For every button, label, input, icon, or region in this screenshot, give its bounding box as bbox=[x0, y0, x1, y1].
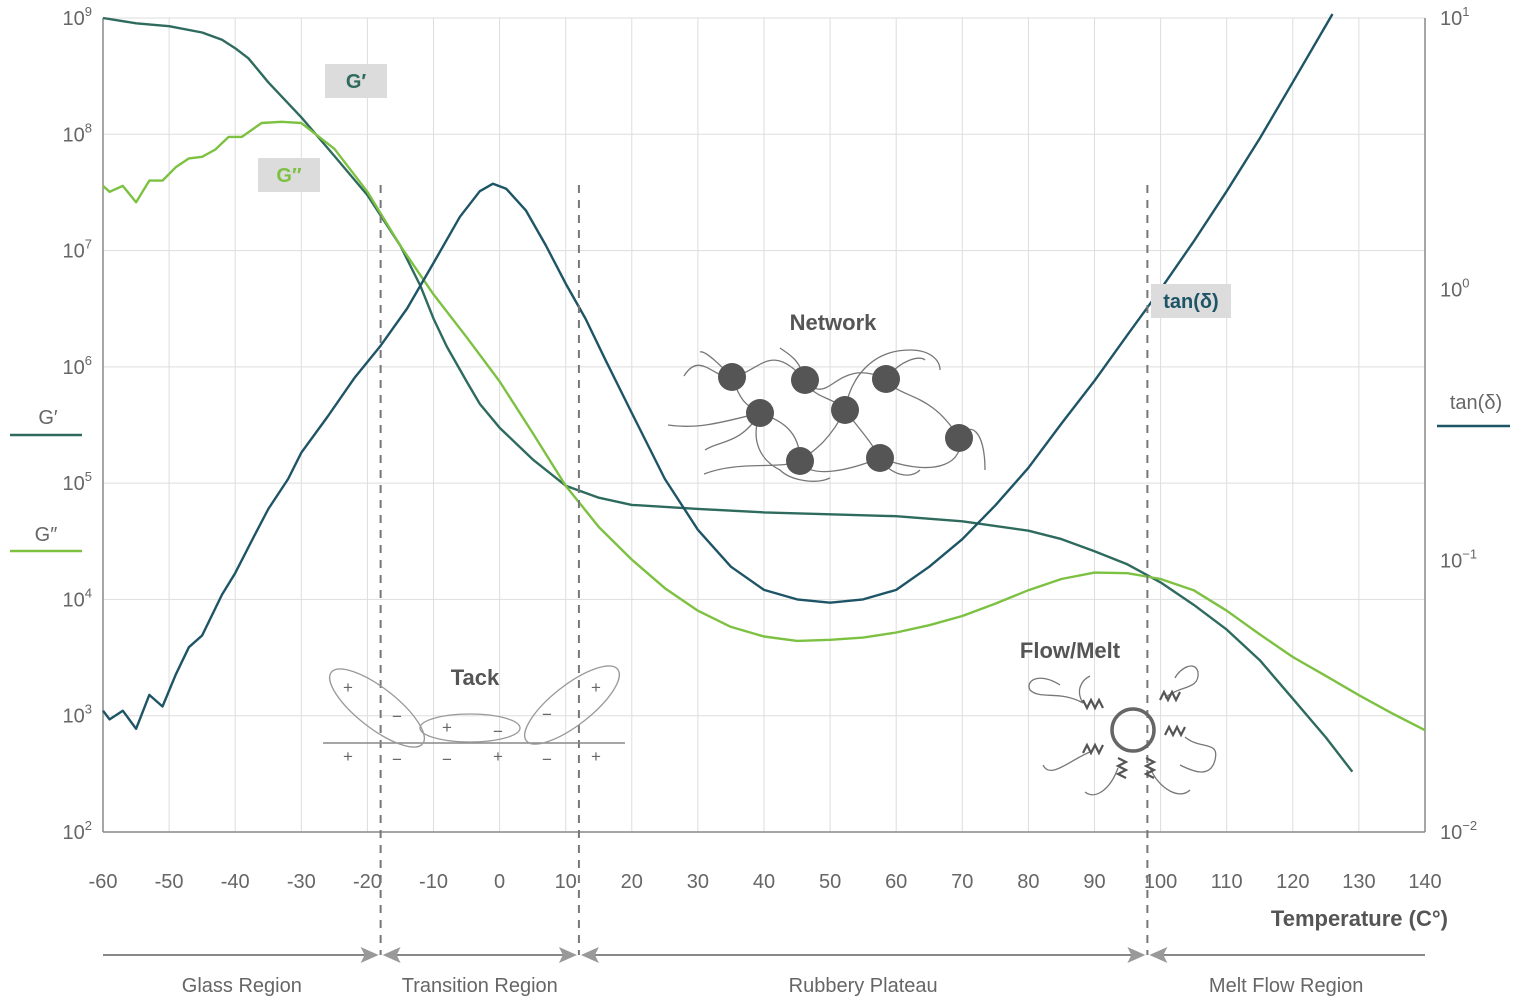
tack-molecule bbox=[419, 713, 521, 743]
region-arrow-left bbox=[1149, 947, 1168, 963]
curve-label-box bbox=[1151, 284, 1231, 318]
x-tick-label: 10 bbox=[555, 871, 577, 893]
x-tick-label: -30 bbox=[287, 871, 316, 893]
series-line bbox=[102, 120, 1426, 732]
flow-center bbox=[1110, 707, 1156, 753]
x-axis-label: Temperature (C°) bbox=[1271, 906, 1448, 931]
region-label: Melt Flow Region bbox=[1209, 975, 1364, 997]
curve-label: G′ bbox=[346, 71, 367, 93]
axes bbox=[102, 18, 1426, 833]
x-tick-label: 100 bbox=[1144, 871, 1177, 893]
tack-sign: − bbox=[442, 750, 452, 769]
tack-sign: + bbox=[343, 678, 353, 697]
right-y-tick-label: 10−1 bbox=[1440, 547, 1477, 573]
tack-sign: − bbox=[542, 705, 552, 724]
x-tick-label: -60 bbox=[89, 871, 118, 893]
series-lines bbox=[102, 13, 1426, 773]
tack-molecule bbox=[329, 668, 425, 748]
region-arrow-right bbox=[1127, 947, 1146, 963]
left-y-tick-label: 103 bbox=[63, 702, 92, 728]
x-tick-label: 140 bbox=[1408, 871, 1441, 893]
x-tick-label: -20 bbox=[353, 871, 382, 893]
legend: G′ G″ tan(δ) bbox=[10, 392, 1510, 553]
network-title: Network bbox=[790, 310, 878, 335]
x-tick-label: 40 bbox=[753, 871, 775, 893]
x-tick-label: 60 bbox=[885, 871, 907, 893]
tack-sign: − bbox=[392, 750, 402, 769]
flow-springs bbox=[1082, 689, 1186, 779]
tack-sign: + bbox=[591, 747, 601, 766]
left-y-tick-label: 104 bbox=[63, 585, 92, 611]
region-arrow-left bbox=[382, 947, 401, 963]
x-tick-label: 30 bbox=[687, 871, 709, 893]
x-tick-labels: -60 -50 -40 -30 -20 -10 0 10 20 30 40 50 60 70 80 90 100… bbox=[89, 871, 1442, 893]
tack-sign: + bbox=[493, 747, 503, 766]
left-y-tick-labels: 102 103 104 105 106 107 108 109 bbox=[63, 4, 92, 844]
tack-sign: + bbox=[343, 747, 353, 766]
left-y-tick-label: 105 bbox=[63, 469, 92, 495]
right-y-tick-labels: 101 100 10−1 10−2 bbox=[1440, 4, 1477, 844]
tack-sign: + bbox=[591, 678, 601, 697]
x-tick-label: 80 bbox=[1017, 871, 1039, 893]
region-arrow-left bbox=[580, 947, 599, 963]
x-tick-label: 0 bbox=[494, 871, 505, 893]
x-tick-label: -40 bbox=[221, 871, 250, 893]
tack-molecule bbox=[524, 665, 620, 745]
x-tick-label: 20 bbox=[621, 871, 643, 893]
right-y-tick-label: 101 bbox=[1440, 4, 1469, 30]
flow-illustration: Flow/Melt bbox=[1020, 638, 1217, 796]
left-y-tick-label: 108 bbox=[63, 120, 92, 146]
flow-title: Flow/Melt bbox=[1020, 638, 1121, 663]
tack-title: Tack bbox=[451, 665, 500, 690]
x-tick-label: 110 bbox=[1211, 871, 1243, 893]
tack-sign: − bbox=[392, 707, 402, 726]
region-arrow-right bbox=[360, 947, 379, 963]
region-arrow-right bbox=[558, 947, 577, 963]
right-y-tick-label: 100 bbox=[1440, 275, 1469, 301]
curve-label: tan(δ) bbox=[1163, 291, 1218, 313]
curve-label-box bbox=[258, 158, 320, 192]
network-chains bbox=[667, 347, 986, 482]
x-tick-label: 130 bbox=[1342, 871, 1375, 893]
legend-label: G″ bbox=[35, 524, 58, 546]
curve-label: G″ bbox=[276, 165, 302, 187]
x-tick-label: 50 bbox=[819, 871, 841, 893]
legend-label: tan(δ) bbox=[1450, 392, 1502, 414]
region-label: Glass Region bbox=[182, 975, 302, 997]
series-line bbox=[102, 13, 1334, 730]
left-y-tick-label: 106 bbox=[63, 353, 92, 379]
curve-labels: G′ G″ tan(δ) bbox=[258, 64, 1231, 318]
flow-chains bbox=[1028, 665, 1217, 796]
x-tick-label: 90 bbox=[1083, 871, 1105, 893]
x-tick-label: 120 bbox=[1276, 871, 1309, 893]
tack-illustration: Tack + − + − − + + − − + − + bbox=[323, 665, 625, 769]
left-y-tick-label: 107 bbox=[63, 237, 92, 263]
region-label: Rubbery Plateau bbox=[789, 975, 938, 997]
network-crosslinks bbox=[718, 363, 973, 475]
region-label: Transition Region bbox=[402, 975, 558, 997]
network-illustration: Network bbox=[667, 310, 986, 482]
region-bar: Glass Region Transition Region Rubbery Pla… bbox=[103, 947, 1425, 997]
tack-sign: − bbox=[542, 750, 552, 769]
series-line bbox=[102, 16, 1354, 773]
tack-sign: − bbox=[493, 722, 503, 741]
legend-label: G′ bbox=[38, 407, 58, 429]
x-tick-label: -10 bbox=[419, 871, 448, 893]
right-y-tick-label: 10−2 bbox=[1440, 818, 1477, 844]
left-y-tick-label: 102 bbox=[63, 818, 92, 844]
curve-label-box bbox=[325, 64, 387, 98]
left-y-tick-label: 109 bbox=[63, 4, 92, 30]
tack-sign: + bbox=[442, 718, 452, 737]
x-tick-label: 70 bbox=[951, 871, 973, 893]
x-tick-label: -50 bbox=[155, 871, 184, 893]
